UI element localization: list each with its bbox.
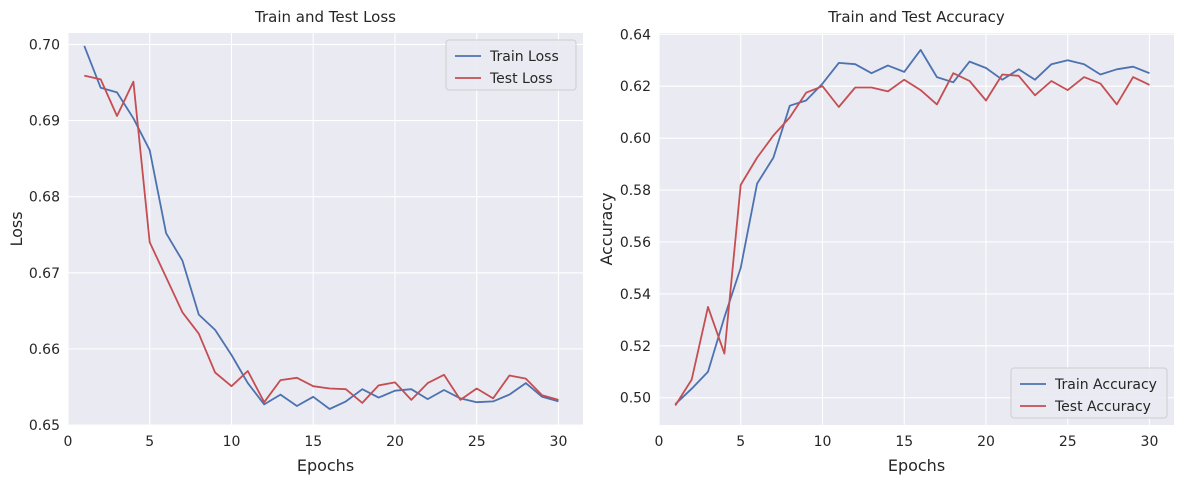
x-tick-label: 5 (145, 434, 154, 450)
legend-label: Test Accuracy (1054, 399, 1151, 415)
x-tick-label: 15 (895, 434, 913, 450)
x-tick-label: 10 (814, 434, 832, 450)
chart-title: Train and Test Accuracy (827, 8, 1005, 26)
y-tick-label: 0.62 (620, 79, 651, 95)
plot-area (68, 33, 583, 425)
series-line-test-loss (84, 74, 559, 404)
y-tick-label: 0.70 (29, 37, 60, 53)
x-tick-label: 30 (550, 434, 568, 450)
loss-chart: 0 5 10 15 20 25 30 0.65 0.66 0.67 0.68 0.69 0.70 Trai… (7, 8, 583, 475)
x-tick-label: 20 (977, 434, 995, 450)
x-axis-label: Epochs (297, 456, 354, 475)
x-tick-label: 0 (64, 434, 73, 450)
y-tick-label: 0.65 (29, 418, 60, 434)
y-tick-label: 0.50 (620, 391, 651, 407)
x-tick-label: 25 (468, 434, 486, 450)
legend-label: Test Loss (489, 71, 553, 87)
x-axis-label: Epochs (888, 456, 945, 475)
y-tick-label: 0.67 (29, 266, 60, 282)
legend-label: Train Loss (489, 49, 559, 65)
legend: Train Accuracy Test Accuracy (1010, 367, 1168, 419)
y-tick-label: 0.60 (620, 131, 651, 147)
y-tick-label: 0.66 (29, 342, 60, 358)
x-tick-label: 0 (655, 434, 664, 450)
y-tick-label: 0.68 (29, 190, 60, 206)
series-line-train-loss (83, 45, 559, 410)
x-tick-label: 5 (736, 434, 745, 450)
y-axis-label: Loss (7, 211, 26, 246)
y-tick-label: 0.64 (620, 27, 651, 43)
y-tick-label: 0.54 (620, 287, 651, 303)
x-tick-label: 25 (1059, 434, 1077, 450)
legend-label: Train Accuracy (1054, 377, 1157, 393)
y-tick-label: 0.56 (620, 235, 651, 251)
chart-title: Train and Test Loss (254, 8, 396, 26)
accuracy-chart: 0 5 10 15 20 25 30 0.50 0.52 0.54 0.56 0.58 0.60 0.62… (597, 8, 1174, 475)
y-tick-label: 0.58 (620, 183, 651, 199)
series-line-test-accuracy (674, 72, 1150, 406)
x-tick-label: 20 (386, 434, 404, 450)
legend: Train Loss Test Loss (445, 39, 577, 91)
legend-box (1010, 367, 1168, 419)
y-axis-label: Accuracy (597, 192, 616, 265)
x-tick-label: 15 (304, 434, 322, 450)
y-tick-label: 0.69 (29, 114, 60, 130)
y-tick-label: 0.52 (620, 339, 651, 355)
x-tick-label: 30 (1141, 434, 1159, 450)
series-line-train-accuracy (674, 49, 1150, 405)
x-tick-label: 10 (223, 434, 241, 450)
plot-area (659, 33, 1174, 425)
